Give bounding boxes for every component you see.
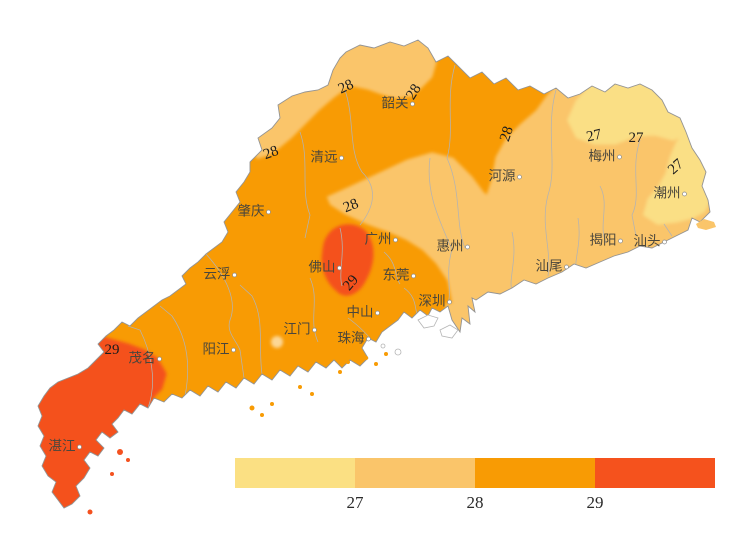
city-label: 汕头 [634, 234, 661, 249]
city-marker [617, 154, 622, 160]
city-label: 潮州 [654, 186, 681, 201]
contour-label: 28 [497, 124, 517, 143]
contour-label: 27 [629, 130, 645, 146]
city-marker [517, 174, 522, 180]
city-marker [157, 356, 162, 362]
city-marker [682, 191, 687, 197]
islands-group [87, 219, 716, 515]
city-label: 惠州 [437, 239, 464, 254]
city-marker [564, 264, 569, 270]
contour-label: 27 [585, 127, 603, 146]
island-cluster-zhanjiang [87, 449, 130, 515]
contour-label: 28 [341, 196, 361, 216]
contour-label: 28 [403, 81, 425, 102]
contour-label: 28 [261, 143, 281, 163]
city-label: 东莞 [383, 268, 410, 283]
legend-swatch [355, 458, 475, 488]
legend-tick-label: 28 [467, 493, 484, 512]
city-label: 韶关 [382, 96, 409, 111]
island-cluster-delta [249, 349, 388, 417]
city-label: 清远 [311, 150, 338, 165]
city-label: 茂名 [129, 350, 156, 366]
city-marker [618, 238, 623, 244]
city-marker [410, 101, 415, 107]
city-marker [337, 265, 342, 271]
legend-tick-label: 29 [587, 493, 604, 512]
legend-swatch [475, 458, 595, 488]
jiangmen-light-spot [271, 336, 283, 348]
island [696, 219, 716, 230]
city-label: 中山 [347, 305, 374, 320]
city-label: 肇庆 [238, 204, 265, 219]
city-label: 云浮 [204, 267, 231, 282]
city-marker [375, 310, 380, 316]
zone-above-29-guangzhou [321, 224, 374, 296]
city-marker [339, 155, 344, 161]
legend-swatch [235, 458, 355, 488]
city-label: 梅州 [589, 149, 616, 164]
city-label: 阳江 [203, 342, 230, 357]
city-marker [465, 244, 470, 250]
city-marker [447, 299, 452, 305]
contour-label: 28 [336, 77, 356, 98]
city-marker [662, 239, 667, 245]
city-marker [312, 327, 317, 333]
city-marker [266, 209, 271, 215]
city-marker [411, 273, 416, 279]
city-label: 深圳 [419, 294, 446, 309]
city-label: 揭阳 [590, 233, 617, 248]
city-label: 珠海 [338, 331, 365, 346]
legend-swatch [595, 458, 715, 488]
city-label: 汕尾 [536, 259, 563, 274]
legend-tick-label: 27 [347, 493, 365, 512]
city-label: 河源 [489, 169, 517, 184]
city-marker [366, 336, 371, 342]
admin-boundaries [127, 64, 673, 409]
city-label: 江门 [284, 322, 311, 337]
temperature-legend: 27 28 29 [235, 458, 715, 512]
city-label: 广州 [365, 232, 392, 247]
contour-label: 29 [105, 342, 120, 358]
city-marker [393, 237, 398, 243]
city-marker [232, 272, 237, 278]
city-marker [231, 347, 236, 353]
province-outline [37, 39, 711, 509]
city-marker [77, 444, 82, 450]
city-label: 湛江 [49, 439, 76, 454]
city-label: 佛山 [309, 260, 336, 275]
hongkong-outline-islands [380, 314, 459, 356]
